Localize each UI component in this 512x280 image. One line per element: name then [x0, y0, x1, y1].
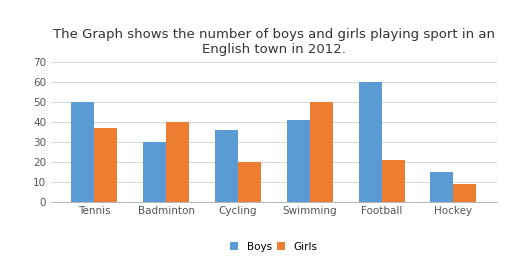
Bar — [143, 142, 166, 202]
Bar — [454, 184, 476, 202]
Bar — [72, 102, 94, 202]
Bar — [94, 128, 117, 202]
Bar — [431, 172, 454, 202]
Legend: Boys, Girls: Boys, Girls — [226, 238, 322, 256]
Bar — [238, 162, 261, 202]
Bar — [310, 102, 333, 202]
Bar — [166, 122, 189, 202]
Bar — [287, 120, 310, 202]
Bar — [381, 160, 404, 202]
Bar — [358, 81, 381, 202]
Bar — [215, 130, 238, 202]
Title: The Graph shows the number of boys and girls playing sport in an
English town in: The Graph shows the number of boys and g… — [53, 28, 495, 56]
